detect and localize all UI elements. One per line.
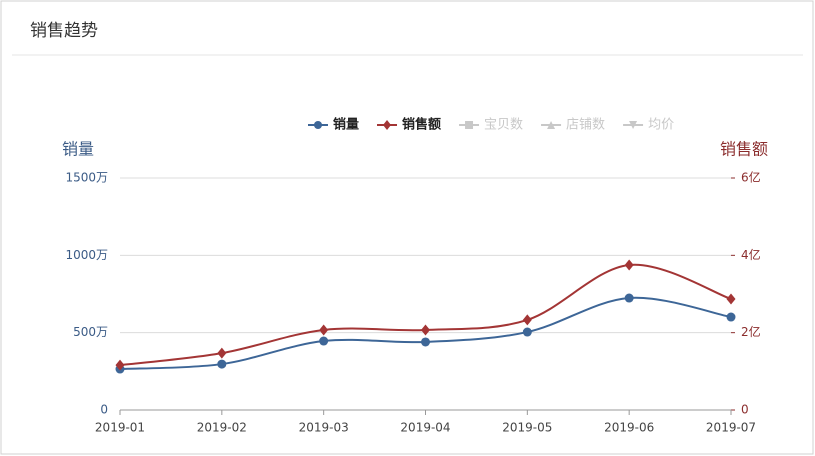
y-tick-label: 1000万 bbox=[65, 248, 108, 262]
legend-label[interactable]: 店铺数 bbox=[566, 118, 605, 133]
y-tick-label: 1500万 bbox=[65, 171, 108, 185]
data-point bbox=[319, 324, 329, 336]
x-tick-label: 2019-05 bbox=[502, 421, 552, 435]
y2-tick-label: 4亿 bbox=[741, 247, 761, 262]
data-point bbox=[522, 327, 532, 337]
legend-label[interactable]: 销售额 bbox=[402, 117, 441, 133]
data-point bbox=[726, 312, 736, 322]
legend-marker bbox=[383, 120, 392, 130]
y2-tick-label: 6亿 bbox=[741, 170, 761, 185]
y2-axis-title: 销售额 bbox=[720, 140, 768, 159]
legend-marker bbox=[314, 121, 322, 129]
y-axis-title: 销量 bbox=[62, 140, 94, 159]
x-tick-label: 2019-01 bbox=[95, 421, 145, 435]
data-point bbox=[421, 324, 430, 336]
data-point bbox=[115, 359, 125, 371]
y2-tick-label: 2亿 bbox=[741, 324, 761, 339]
x-tick-label: 2019-07 bbox=[706, 421, 756, 435]
y2-tick-label: 0 bbox=[741, 403, 749, 417]
legend-label[interactable]: 均价 bbox=[648, 118, 674, 133]
data-point bbox=[624, 293, 634, 303]
data-point bbox=[522, 314, 532, 326]
legend-label[interactable]: 宝贝数 bbox=[484, 118, 523, 133]
legend-marker bbox=[465, 121, 474, 129]
data-point bbox=[217, 359, 227, 369]
data-point bbox=[319, 336, 329, 346]
panel-title: 销售趋势 bbox=[30, 21, 98, 41]
x-tick-label: 2019-04 bbox=[400, 421, 450, 435]
data-point bbox=[726, 293, 736, 305]
data-point bbox=[421, 337, 430, 347]
legend-label[interactable]: 销量 bbox=[333, 117, 359, 133]
data-point bbox=[217, 347, 227, 359]
x-tick-label: 2019-03 bbox=[299, 421, 349, 435]
x-tick-label: 2019-06 bbox=[604, 421, 654, 435]
x-tick-label: 2019-02 bbox=[197, 421, 247, 435]
legend-marker bbox=[547, 121, 556, 129]
data-point bbox=[624, 259, 634, 271]
legend-marker bbox=[629, 121, 638, 129]
y-tick-label: 500万 bbox=[73, 325, 108, 339]
y-tick-label: 0 bbox=[100, 403, 108, 417]
